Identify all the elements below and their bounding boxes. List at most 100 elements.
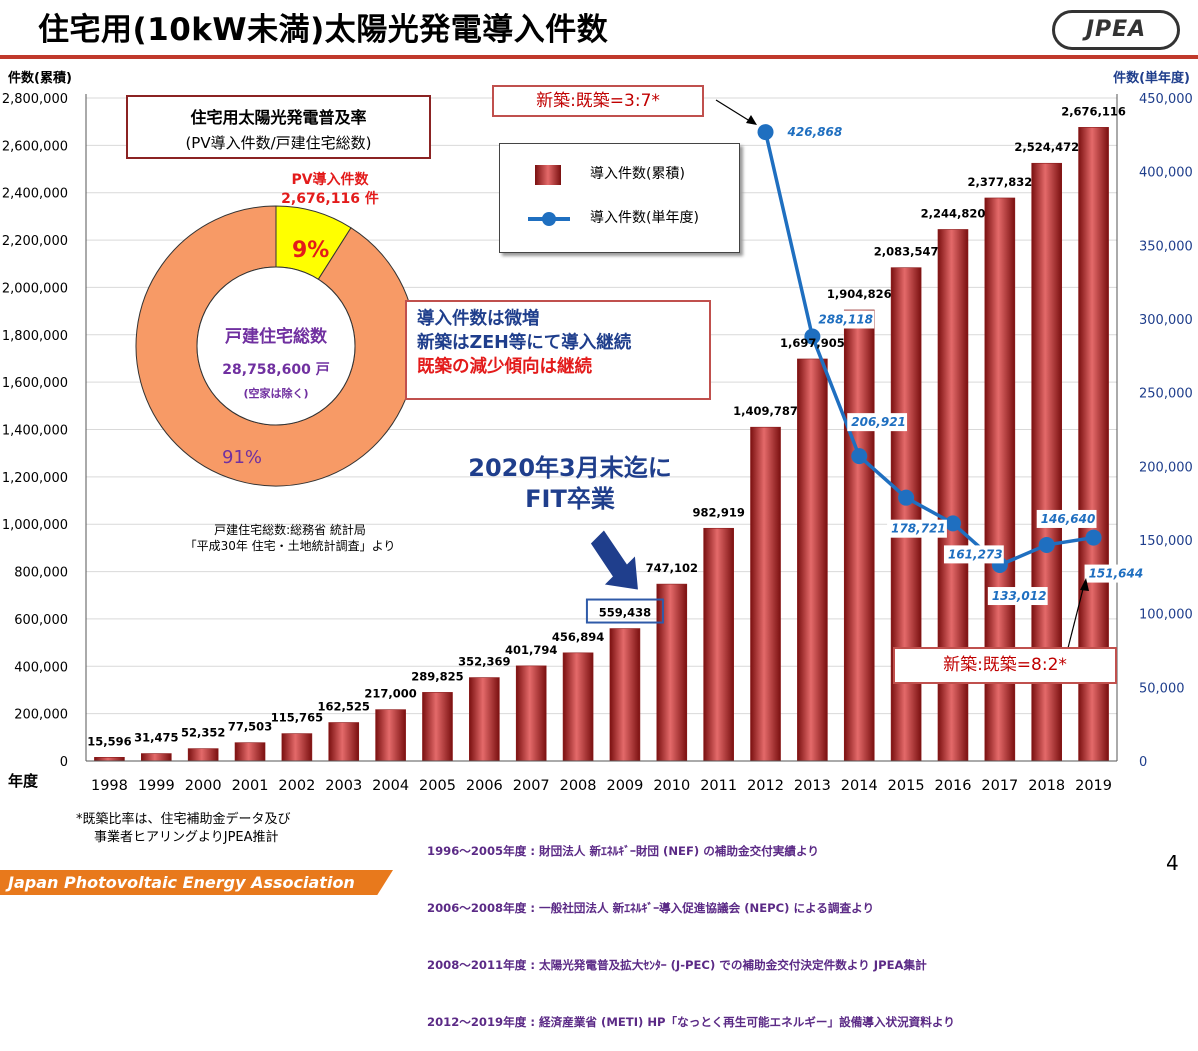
- fit-arrow: [590, 530, 638, 590]
- x-tick: 1998: [91, 778, 128, 794]
- y-tick-left: 2,200,000: [2, 234, 68, 249]
- bar-value-label: 2,676,116: [1061, 104, 1126, 118]
- y-tick-right: 150,000: [1139, 534, 1193, 549]
- annual-label-bg: [887, 519, 947, 538]
- x-tick: 2007: [513, 778, 550, 794]
- y-tick-left: 1,000,000: [2, 518, 68, 533]
- penetration-rate-box: 住宅用太陽光発電普及率 (PV導入件数/戸建住宅総数): [126, 95, 431, 159]
- bar: [94, 757, 125, 762]
- bar-value-label: 982,919: [692, 505, 744, 519]
- annual-value-label: 161,273: [948, 547, 1003, 561]
- bar: [797, 358, 828, 762]
- annual-point: [944, 515, 961, 532]
- y-tick-left: 800,000: [14, 566, 68, 581]
- x-tick: 1999: [138, 778, 175, 794]
- x-tick: 2010: [653, 778, 690, 794]
- x-tick: 2019: [1075, 778, 1112, 794]
- y-tick-right: 450,000: [1139, 92, 1193, 107]
- y-tick-right: 250,000: [1139, 387, 1193, 402]
- pv-count-label: PV導入件数 2,676,116 件: [250, 171, 410, 209]
- x-tick: 2018: [1028, 778, 1065, 794]
- donut-hole: [196, 266, 356, 426]
- penetration-rate-title: 住宅用太陽光発電普及率: [190, 108, 367, 127]
- pv-count-title: PV導入件数: [291, 172, 369, 188]
- x-tick: 2000: [185, 778, 222, 794]
- bar-value-label: 1,697,905: [780, 336, 845, 350]
- annual-point: [898, 489, 915, 506]
- bar-value-label: 15,596: [87, 734, 131, 748]
- donut-center-note: (空家は除く): [243, 387, 309, 400]
- annual-point: [804, 328, 821, 345]
- bar-value-label: 401,794: [505, 643, 557, 657]
- x-tick: 2016: [935, 778, 972, 794]
- source-line: 2008〜2011年度 : 太陽光発電普及拡大ｾﾝﾀｰ (J-PEC) での補助…: [427, 958, 927, 972]
- y-tick-right: 100,000: [1139, 608, 1193, 623]
- bar-value-label: 747,102: [646, 561, 698, 575]
- housing-source-line1: 戸建住宅総数:総務省 統計局: [214, 523, 366, 537]
- annual-value-label: 133,012: [992, 589, 1047, 603]
- annual-point: [1038, 536, 1055, 553]
- y-tick-left: 2,800,000: [2, 92, 68, 107]
- annual-label-bg: [1036, 509, 1097, 528]
- x-tick: 2017: [981, 778, 1018, 794]
- source-line: 2012〜2019年度 : 経済産業省 (METI) HP「なっとく再生可能エネ…: [427, 1015, 955, 1029]
- annual-value-label: 178,721: [891, 522, 946, 536]
- annual-label-bg: [943, 545, 1004, 564]
- fit-note-line1: 2020年3月末迄に: [468, 454, 672, 482]
- source-line: 2006〜2008年度 : 一般社団法人 新ｴﾈﾙｷﾞｰ導入促進協議会 (NEP…: [427, 901, 875, 915]
- ratio-callout-2019: 新築:既築=8:2*: [893, 647, 1117, 684]
- annual-value-label: 288,118: [818, 313, 873, 327]
- trend-note-box: 導入件数は微増 新築はZEH等にて導入継続 既築の減少傾向は継続: [405, 300, 711, 400]
- pv-count-value: 2,676,116 件: [281, 191, 379, 207]
- annual-value-label: 206,921: [851, 415, 906, 429]
- annual-point: [1085, 529, 1102, 546]
- bar-value-label: 456,894: [552, 630, 604, 644]
- bar: [375, 709, 406, 762]
- x-tick: 2004: [372, 778, 409, 794]
- donut-layer: [135, 205, 417, 487]
- bar: [609, 628, 641, 762]
- x-tick: 2013: [794, 778, 831, 794]
- bar-value-label: 77,503: [228, 720, 272, 734]
- annual-label-bg: [847, 413, 908, 432]
- annual-value-label: 426,868: [787, 125, 843, 139]
- x-tick: 2015: [888, 778, 925, 794]
- legend-label-cumulative: 導入件数(累積): [590, 166, 685, 182]
- y-tick-left: 1,200,000: [2, 471, 68, 486]
- legend-line-marker: [542, 212, 556, 226]
- bar-value-label: 217,000: [364, 687, 416, 701]
- bar: [750, 426, 781, 762]
- y-tick-right: 400,000: [1139, 166, 1193, 181]
- y-tick-left: 2,400,000: [2, 187, 68, 202]
- ratio-callout-2012: 新築:既築=3:7*: [492, 85, 704, 117]
- footnote-line2: 事業者ヒアリングよりJPEA推計: [94, 830, 279, 845]
- y-tick-left: 2,600,000: [2, 139, 68, 154]
- bar-value-label: 352,369: [458, 655, 510, 669]
- y-tick-right: 50,000: [1139, 681, 1185, 696]
- donut-slice-label-pv: 9%: [292, 238, 330, 263]
- bar: [843, 309, 875, 762]
- y-tick-left: 600,000: [14, 613, 68, 628]
- legend-bar-swatch: [535, 165, 561, 185]
- bar: [234, 742, 266, 762]
- bar-value-label: 289,825: [411, 669, 463, 683]
- x-tick: 2011: [700, 778, 737, 794]
- line-layer: [757, 124, 1102, 574]
- footer-bar: [0, 870, 393, 895]
- bar: [890, 267, 922, 762]
- estimate-footnote: *既築比率は、住宅補助金データ及び 事業者ヒアリングよりJPEA推計: [76, 811, 291, 847]
- y-tick-left: 2,000,000: [2, 281, 68, 296]
- x-tick: 2001: [232, 778, 269, 794]
- highlight-box: [585, 598, 664, 624]
- footnote-line1: *既築比率は、住宅補助金データ及び: [76, 812, 291, 827]
- trend-note-line1: 導入件数は微増: [417, 309, 540, 329]
- y-tick-left: 1,800,000: [2, 329, 68, 344]
- donut-center-value: 28,758,600 戸: [222, 362, 330, 378]
- page-title: 住宅用(10kW未満)太陽光発電導入件数: [38, 12, 609, 48]
- annual-value-label: 151,644: [1089, 567, 1144, 581]
- annual-point: [757, 124, 774, 141]
- bar: [469, 677, 500, 762]
- annual-label-bg: [814, 310, 875, 329]
- annual-label-bg: [987, 587, 1048, 606]
- y-tick-right: 0: [1139, 755, 1147, 770]
